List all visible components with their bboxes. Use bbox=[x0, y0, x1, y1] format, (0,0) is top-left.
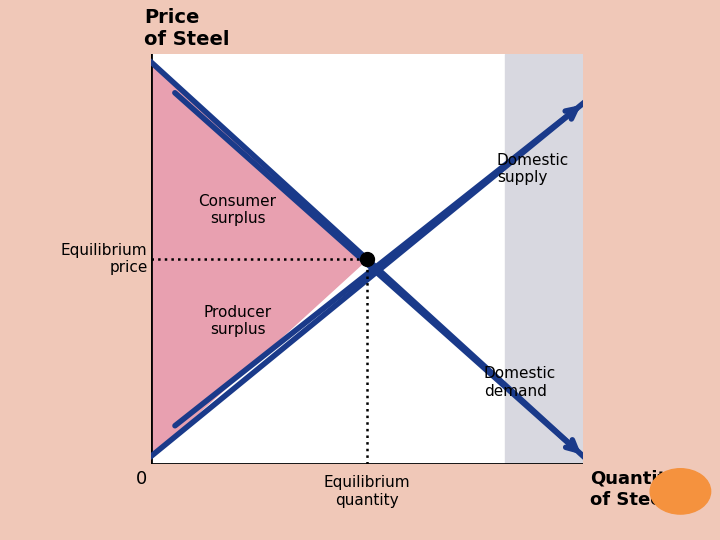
Text: Price
of Steel: Price of Steel bbox=[144, 8, 230, 49]
Text: Consumer
surplus: Consumer surplus bbox=[199, 194, 276, 226]
Text: Domestic
demand: Domestic demand bbox=[484, 366, 556, 399]
Text: Quantity
of Steel: Quantity of Steel bbox=[590, 470, 678, 509]
Text: Producer
surplus: Producer surplus bbox=[204, 305, 271, 337]
Text: Equilibrium
price: Equilibrium price bbox=[61, 243, 148, 275]
Text: Domestic
supply: Domestic supply bbox=[497, 153, 569, 185]
Bar bbox=[505, 54, 583, 464]
Text: Equilibrium
quantity: Equilibrium quantity bbox=[324, 475, 410, 508]
Text: 0: 0 bbox=[136, 470, 148, 488]
Polygon shape bbox=[151, 62, 367, 456]
